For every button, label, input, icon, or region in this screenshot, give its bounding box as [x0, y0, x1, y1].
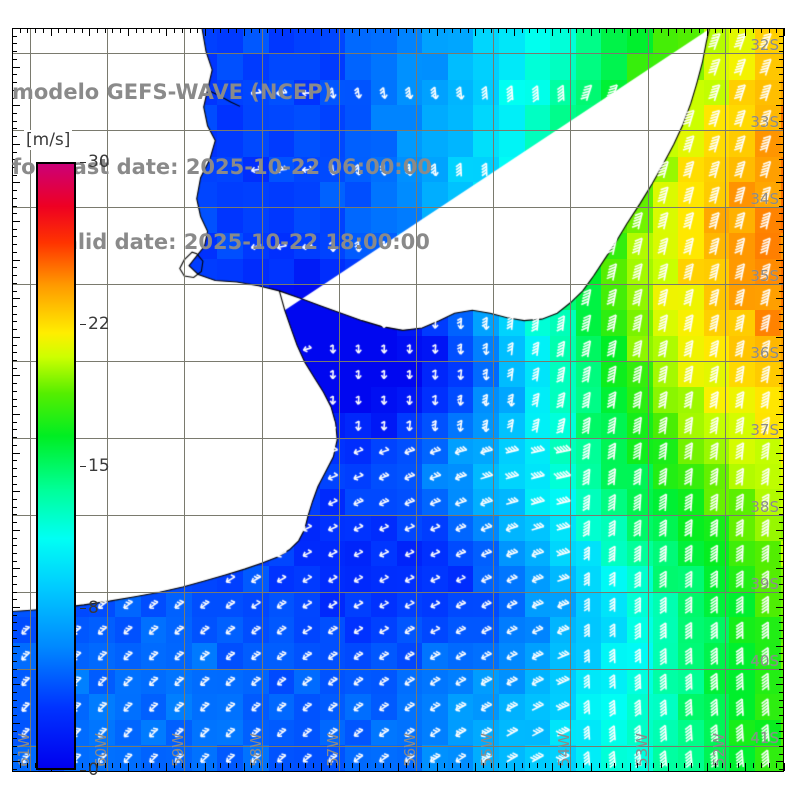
colorbar-gradient [36, 162, 76, 770]
lat-label-32S: 32S [750, 36, 779, 54]
colorbar-tick-mark [80, 324, 86, 326]
lat-label-40S: 40S [750, 652, 779, 670]
colorbar-tick-mark [80, 770, 86, 771]
title-model: modelo GEFS-WAVE (NCEP) [12, 80, 333, 104]
lon-label-59W: 59W [169, 733, 188, 767]
lon-label-57W: 57W [323, 733, 342, 767]
colorbar-tick-mark [80, 162, 86, 163]
colorbar-tick-22: 22 [88, 314, 110, 335]
lat-label-35S: 35S [750, 267, 779, 285]
colorbar-tick-30: 30 [88, 152, 110, 172]
colorbar-tick-8: 8 [88, 597, 99, 618]
lon-label-54W: 54W [555, 733, 574, 767]
lat-label-37S: 37S [750, 421, 779, 439]
title-forecast-date: forecast date: 2025-10-22 06:00:00 [12, 155, 432, 179]
colorbar-tick-mark [80, 607, 86, 609]
colorbar[interactable]: 0 8 15 22 30 [36, 152, 110, 780]
lon-label-61W: 61W [15, 733, 33, 767]
lat-label-34S: 34S [750, 190, 779, 208]
lat-label-36S: 36S [750, 344, 779, 362]
colorbar-tick-mark [80, 466, 86, 467]
colorbar-tick-0: 0 [88, 760, 99, 780]
plot-title-block: modelo GEFS-WAVE (NCEP) forecast date: 2… [12, 30, 532, 305]
lat-label-33S: 33S [750, 113, 779, 131]
lon-label-53W: 53W [632, 733, 651, 767]
lat-label-41S: 41S [750, 729, 779, 747]
lon-label-55W: 55W [478, 733, 497, 767]
lon-label-56W: 56W [401, 733, 419, 767]
lon-label-58W: 58W [246, 733, 265, 767]
lat-label-38S: 38S [750, 498, 779, 516]
colorbar-tick-labels: 0 8 15 22 30 [80, 152, 140, 780]
colorbar-units-label: [m/s] [24, 130, 73, 150]
lon-label-52W: 52W [709, 733, 728, 767]
lat-label-39S: 39S [750, 575, 779, 593]
colorbar-tick-15: 15 [88, 456, 110, 476]
